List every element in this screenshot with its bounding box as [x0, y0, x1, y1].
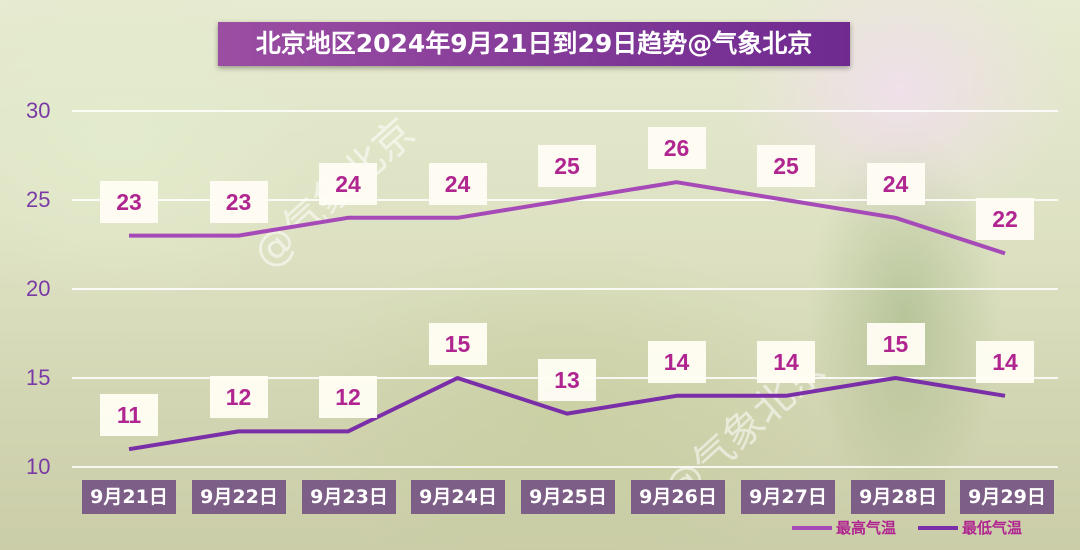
data-label-low: 15: [866, 323, 925, 365]
data-label-high: 24: [866, 162, 925, 205]
data-label-high: 24: [428, 162, 487, 205]
y-tick-label: 20: [26, 276, 51, 301]
data-label-low: 12: [319, 376, 377, 419]
chart-title: 北京地区2024年9月21日到29日趋势@气象北京: [218, 22, 850, 66]
data-label-low: 14: [647, 340, 706, 383]
data-label-low: 14: [757, 340, 815, 383]
data-label-low: 12: [209, 376, 268, 419]
data-label-low: 15: [428, 323, 487, 365]
data-label-low: 13: [538, 358, 596, 401]
data-label-high: 23: [209, 180, 268, 223]
series-line-low: [128, 376, 1006, 452]
data-label-low: 11: [100, 394, 158, 437]
data-label-low: 14: [976, 340, 1034, 383]
x-tick-label: 9月27日: [741, 480, 835, 514]
series-line-high: [129, 180, 1006, 256]
legend-swatch-low: [918, 525, 958, 530]
data-label-high: 26: [647, 127, 706, 170]
y-tick-label: 30: [26, 98, 51, 123]
legend-item-high: 最高气温: [792, 517, 896, 538]
data-label-high: 25: [757, 145, 815, 187]
y-tick-label: 10: [26, 454, 51, 479]
x-tick-label: 9月29日: [960, 480, 1054, 514]
legend-swatch-high: [792, 525, 832, 530]
data-label-high: 23: [100, 180, 158, 223]
x-tick-label: 9月25日: [521, 480, 615, 514]
x-tick-label: 9月24日: [411, 480, 505, 514]
x-tick-label: 9月22日: [192, 480, 286, 514]
data-label-high: 22: [976, 198, 1034, 241]
data-label-high: 25: [538, 145, 596, 187]
x-tick-label: 9月23日: [302, 480, 396, 514]
data-label-high: 24: [319, 162, 377, 205]
x-tick-label: 9月26日: [631, 480, 725, 514]
y-tick-label: 25: [26, 187, 51, 212]
x-tick-label: 9月21日: [82, 480, 176, 514]
legend-item-low: 最低气温: [918, 517, 1022, 538]
y-tick-label: 15: [26, 365, 51, 390]
x-tick-label: 9月28日: [851, 480, 945, 514]
legend-label-high: 最高气温: [836, 519, 897, 537]
legend-label-low: 最低气温: [962, 519, 1023, 537]
